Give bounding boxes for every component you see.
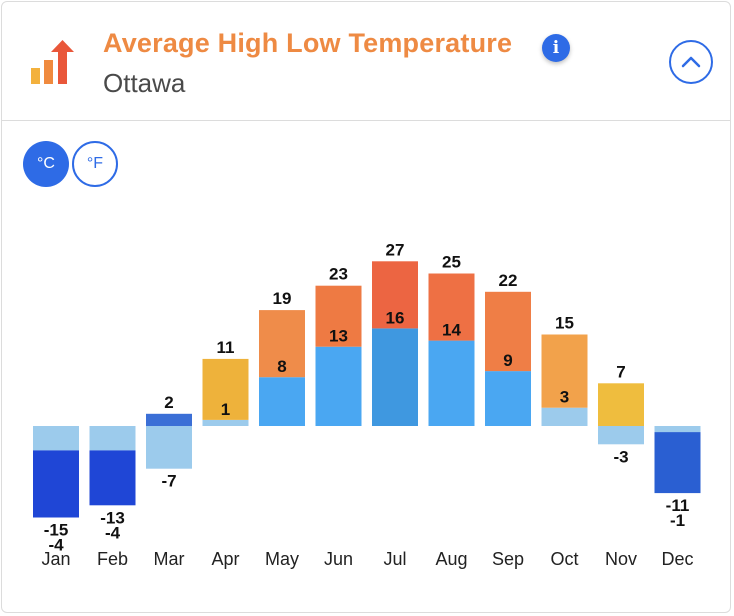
- high-value-label: 22: [499, 271, 518, 290]
- x-axis-tick-label: Aug: [435, 549, 467, 569]
- high-bar: [654, 426, 701, 433]
- low-value-label: 3: [560, 388, 569, 407]
- info-icon[interactable]: i: [542, 34, 570, 62]
- low-bar: [33, 450, 79, 518]
- x-axis-tick-label: Nov: [605, 549, 637, 569]
- low-value-label: -7: [161, 472, 176, 491]
- high-value-label: -4: [105, 523, 121, 542]
- x-axis-tick-label: Jun: [324, 549, 353, 569]
- high-bar: [598, 383, 644, 426]
- high-value-label: 25: [442, 253, 461, 272]
- low-value-label: 14: [442, 321, 461, 340]
- high-bar: [485, 291, 531, 372]
- x-axis-tick-label: Mar: [154, 549, 185, 569]
- x-axis-tick-label: Dec: [661, 549, 693, 569]
- high-value-label: -4: [48, 536, 64, 555]
- high-value-label: 19: [273, 289, 292, 308]
- fahrenheit-toggle[interactable]: °F: [72, 141, 118, 187]
- celsius-toggle[interactable]: °C: [23, 141, 69, 187]
- low-value-label: -13: [100, 508, 125, 527]
- high-value-label: 2: [164, 393, 173, 412]
- low-bar: [89, 450, 136, 506]
- low-value-label: -15: [44, 521, 69, 540]
- low-value-label: -3: [613, 447, 628, 466]
- x-axis-tick-label: Apr: [211, 549, 239, 569]
- high-value-label: -1: [670, 511, 685, 530]
- high-bar: [372, 261, 418, 329]
- x-axis-tick-label: Jan: [41, 549, 70, 569]
- high-value-label: 11: [217, 338, 235, 357]
- low-value-label: 13: [329, 327, 348, 346]
- temperature-chart-icon: [31, 40, 74, 84]
- high-bar: [541, 334, 588, 408]
- chart-title: Average High Low Temperature: [103, 28, 513, 58]
- low-bar: [541, 407, 588, 426]
- high-bar: [33, 426, 79, 451]
- low-bar: [146, 426, 192, 469]
- high-value-label: 23: [329, 265, 348, 284]
- low-value-label: -11: [666, 496, 690, 515]
- high-bar: [202, 358, 249, 420]
- high-bar: [146, 413, 192, 426]
- high-bar: [259, 310, 305, 378]
- high-value-label: 15: [555, 314, 574, 333]
- low-value-label: 16: [386, 308, 405, 327]
- low-bar: [598, 426, 644, 445]
- low-bar: [315, 346, 362, 426]
- low-value-label: 8: [277, 357, 286, 376]
- low-bar: [485, 371, 531, 426]
- collapse-button[interactable]: [669, 40, 713, 84]
- low-bar: [428, 340, 475, 426]
- high-value-label: 27: [386, 240, 405, 259]
- x-axis-tick-label: Sep: [492, 549, 524, 569]
- x-axis-tick-label: May: [265, 549, 299, 569]
- card-header: Average High Low Temperature Ottawa i: [2, 2, 730, 121]
- chevron-up-icon: [681, 56, 701, 68]
- low-bar: [654, 432, 701, 494]
- high-bar: [315, 285, 362, 347]
- low-value-label: 9: [503, 351, 512, 370]
- low-value-label: 1: [221, 400, 230, 419]
- x-axis-tick-label: Jul: [383, 549, 406, 569]
- low-bar: [202, 419, 249, 426]
- x-axis-tick-label: Oct: [550, 549, 578, 569]
- low-bar: [259, 377, 305, 426]
- high-value-label: 7: [616, 362, 625, 381]
- low-bar: [372, 328, 418, 426]
- high-bar: [89, 426, 136, 451]
- location-name: Ottawa: [103, 68, 186, 98]
- high-bar: [428, 273, 475, 341]
- x-axis-tick-label: Feb: [97, 549, 128, 569]
